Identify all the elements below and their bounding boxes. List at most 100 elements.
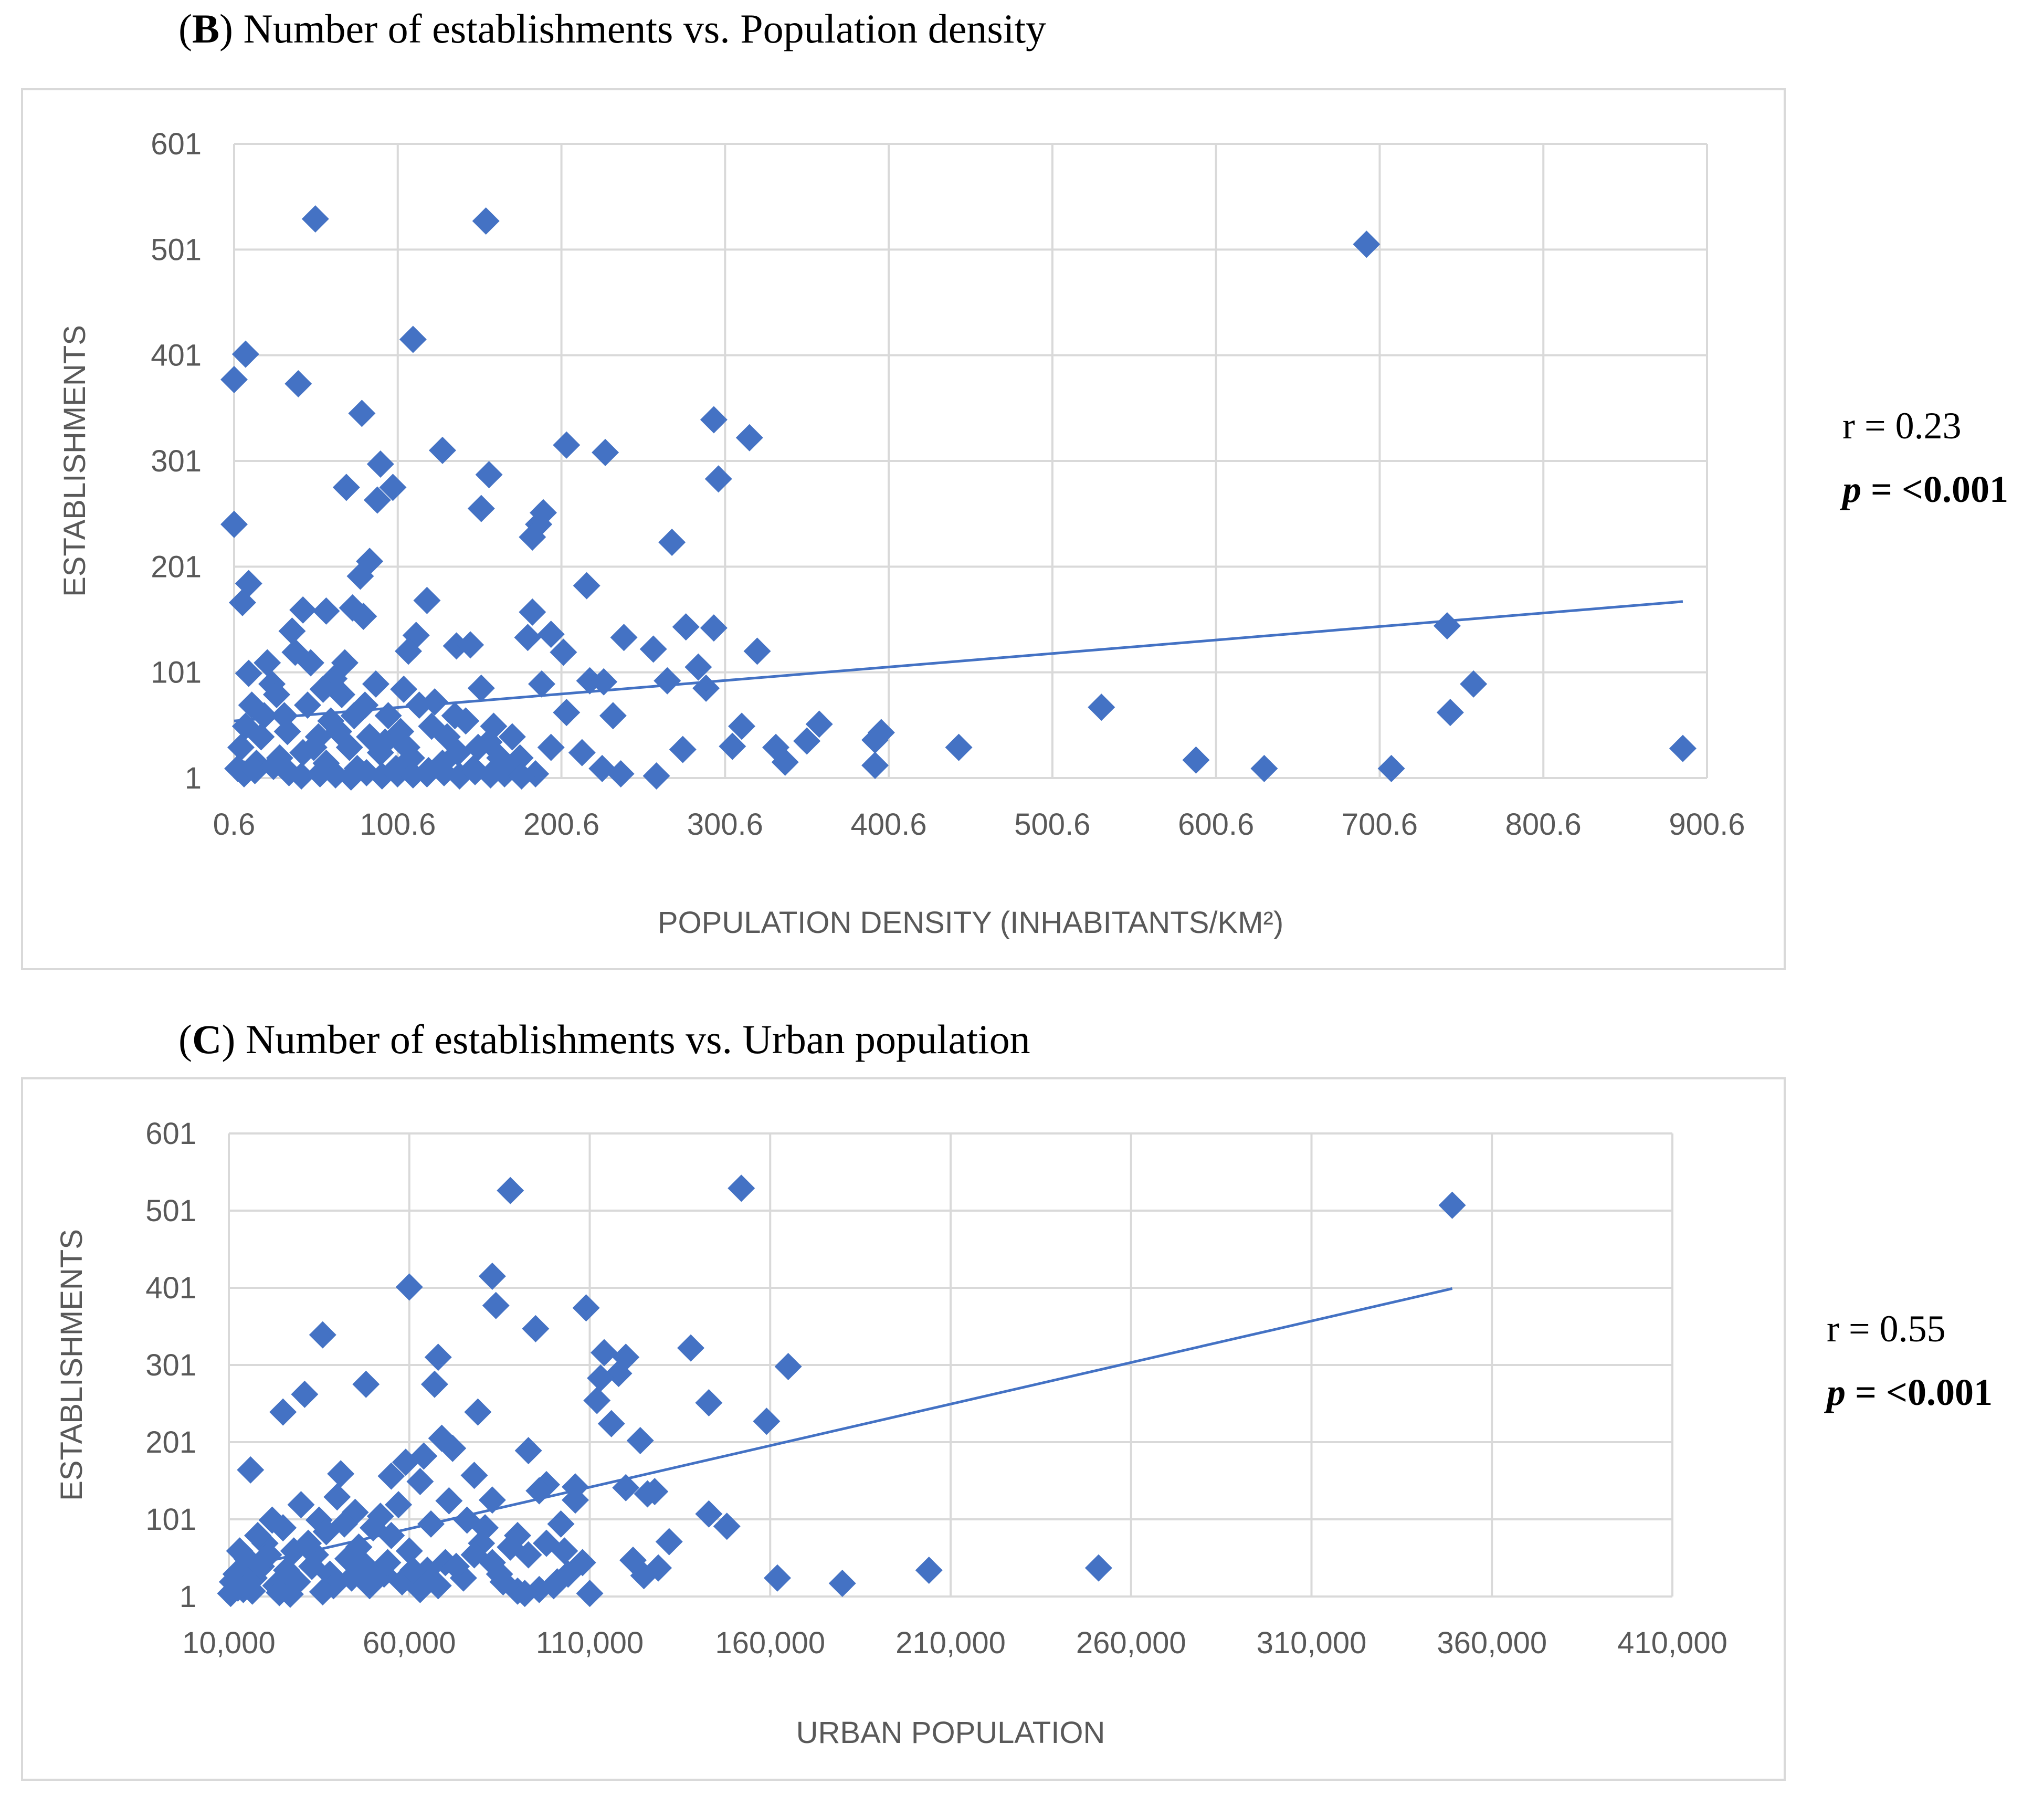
data-point (406, 1467, 434, 1495)
data-point (543, 1568, 571, 1596)
data-point (805, 710, 833, 738)
chart-b: 1 101 201 301 401 501 601 0.6 100.6 200.6 300.6 400… (58, 127, 1745, 940)
data-point (331, 649, 359, 677)
data-point (452, 707, 480, 735)
x-tick-label: 900.6 (1669, 807, 1745, 842)
data-point (346, 562, 374, 590)
data-point (395, 1537, 423, 1565)
data-point (309, 675, 337, 703)
data-point (514, 1541, 542, 1569)
panel-b-title: (B) Number of establishments vs. Populat… (178, 6, 1047, 51)
data-point (392, 1448, 419, 1476)
data-point (774, 1352, 802, 1380)
data-point (514, 624, 542, 652)
data-point (348, 400, 376, 427)
panel-c-chart-area: 1 101 201 301 401 501 601 10,000 60,000 110,000 16… (21, 1077, 1786, 1781)
data-point (1182, 746, 1210, 774)
data-point (420, 1370, 448, 1398)
data-point (793, 727, 821, 755)
y-axis-title: ESTABLISHMENTS (55, 1229, 89, 1501)
data-point (677, 1334, 704, 1362)
y-axis-title: ESTABLISHMENTS (58, 325, 92, 597)
data-point (489, 1568, 517, 1596)
data-point (316, 1560, 344, 1588)
data-point (394, 637, 422, 665)
data-point (227, 733, 255, 761)
data-point (255, 1541, 282, 1569)
data-point (642, 762, 670, 790)
y-tick-label: 101 (151, 656, 202, 690)
data-point (1377, 754, 1405, 782)
data-point (237, 1456, 265, 1484)
y-tick-label: 401 (145, 1271, 196, 1305)
data-point (283, 1568, 311, 1596)
data-point (327, 1460, 355, 1488)
y-tick-label: 301 (151, 444, 202, 478)
data-point (634, 1480, 661, 1508)
data-point (332, 474, 360, 501)
data-point (658, 529, 686, 556)
data-point (764, 1564, 791, 1592)
data-point (573, 572, 600, 600)
data-point (537, 733, 565, 761)
data-point (1436, 699, 1464, 727)
panel-c-stats: r = 0.55 p = <0.001 (1827, 1307, 1993, 1414)
data-point (276, 1580, 304, 1608)
data-point (537, 621, 565, 648)
data-point (363, 486, 391, 514)
x-tick-label: 10,000 (182, 1626, 275, 1660)
data-point (587, 1364, 615, 1392)
x-tick-label: 400.6 (851, 807, 927, 842)
data-point (572, 1294, 600, 1322)
data-point (390, 675, 418, 703)
data-point (238, 1577, 266, 1605)
data-point (325, 718, 353, 745)
data-point (424, 1343, 452, 1371)
data-point (340, 702, 368, 730)
data-point (480, 712, 508, 740)
x-axis-title: POPULATION DENSITY (INHABITANTS/KM²) (658, 906, 1283, 940)
data-point (528, 670, 556, 698)
data-point (460, 1541, 488, 1569)
data-point (743, 637, 771, 665)
panel-b-chart-area: 1 101 201 301 401 501 601 0.6 100.6 200.6 300.6 400… (21, 88, 1786, 970)
data-point (306, 760, 334, 787)
data-point (352, 1370, 380, 1398)
data-point (511, 1580, 539, 1608)
data-point (362, 670, 389, 698)
panel-c-p-value: p = <0.001 (1827, 1371, 1993, 1413)
data-point (1460, 670, 1488, 698)
data-point (431, 1549, 459, 1577)
data-point (377, 1462, 405, 1490)
data-point (366, 1503, 394, 1530)
data-point (639, 635, 667, 663)
x-tick-label: 600.6 (1178, 807, 1254, 842)
data-point (439, 1434, 467, 1462)
data-point (309, 1321, 336, 1349)
data-point (753, 1408, 781, 1435)
data-point (1669, 734, 1697, 762)
data-point (379, 474, 407, 501)
data-point (704, 465, 732, 493)
data-point (467, 495, 495, 522)
data-point (861, 751, 889, 779)
data-point (220, 510, 248, 538)
data-point (728, 712, 756, 740)
data-point (269, 1514, 297, 1542)
data-point (626, 1427, 654, 1455)
data-point (554, 1560, 582, 1588)
data-point (475, 461, 503, 489)
data-point (533, 1529, 560, 1557)
data-point (226, 1537, 254, 1565)
x-tick-label: 110,000 (536, 1626, 644, 1660)
data-point (460, 1462, 488, 1489)
data-point (433, 723, 461, 751)
data-point (331, 1510, 358, 1538)
data-point (244, 1521, 271, 1549)
y-tick-label: 401 (151, 339, 202, 373)
data-point (945, 733, 973, 761)
data-point (597, 1410, 625, 1437)
data-point (1088, 694, 1115, 721)
data-point (482, 1291, 510, 1319)
y-tick-label: 201 (145, 1425, 196, 1459)
